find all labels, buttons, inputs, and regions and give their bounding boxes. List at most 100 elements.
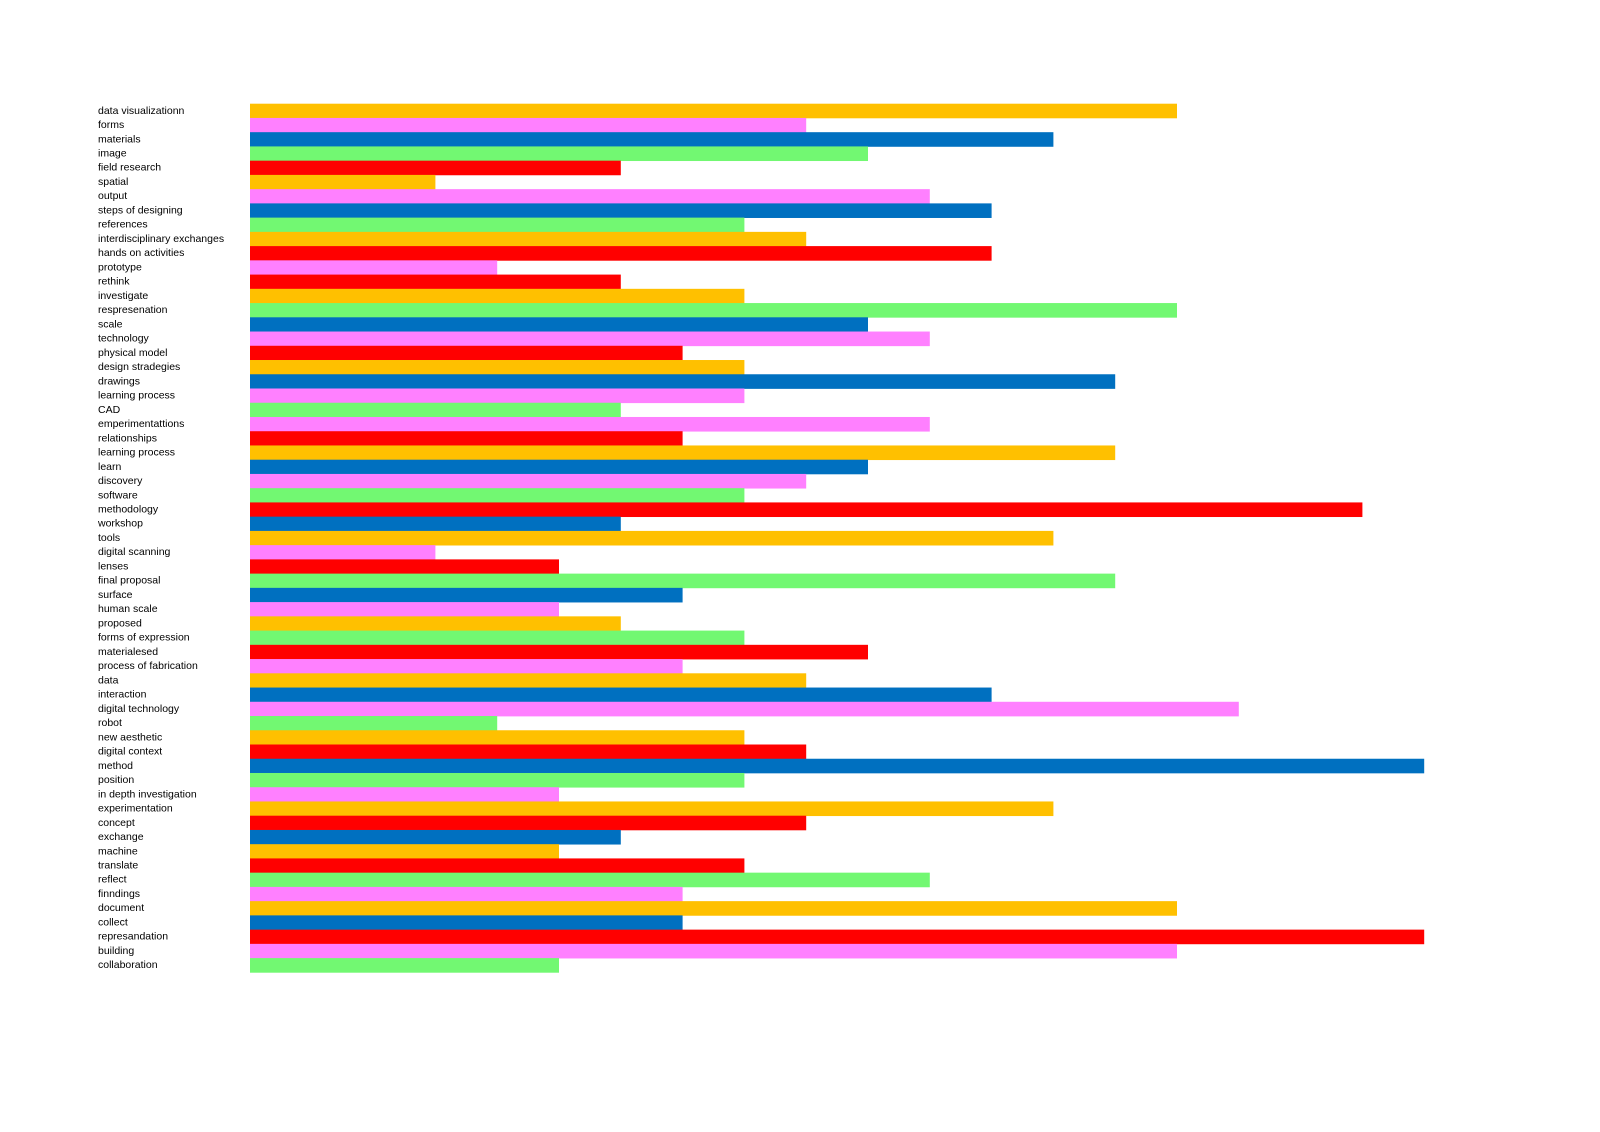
bar (250, 146, 868, 162)
category-label: field research (98, 162, 161, 174)
category-label: drawings (98, 375, 140, 387)
bar (250, 516, 621, 532)
category-label: learn (98, 461, 122, 473)
category-label: prototype (98, 261, 142, 273)
category-label: interdisciplinary exchanges (98, 233, 224, 245)
bar (250, 203, 992, 218)
category-label: output (98, 190, 127, 202)
category-label: in depth investigation (98, 788, 197, 800)
bar (250, 644, 868, 660)
category-label: materials (98, 133, 141, 145)
bar (250, 402, 621, 418)
bar (250, 103, 1177, 119)
bar (250, 331, 930, 347)
bar (250, 473, 807, 489)
category-label: collect (98, 916, 128, 928)
category-label: steps of designing (98, 204, 183, 216)
category-label: method (98, 760, 133, 772)
bar (250, 545, 436, 560)
category-label: relationships (98, 432, 157, 444)
bar (250, 744, 807, 760)
category-label: rethink (98, 276, 130, 288)
category-label: concept (98, 817, 135, 829)
bar (250, 602, 559, 617)
bar (250, 288, 745, 304)
bar (250, 929, 1425, 945)
category-label: translate (98, 860, 138, 872)
category-label: materialesed (98, 646, 158, 658)
bar (250, 174, 436, 190)
bar (250, 701, 1239, 717)
bar (250, 673, 807, 688)
bar (250, 573, 1116, 589)
category-label: tools (98, 532, 120, 544)
category-label: document (98, 902, 144, 914)
category-label: position (98, 774, 134, 786)
bar (250, 431, 683, 446)
bar (250, 374, 1116, 389)
bar (250, 231, 807, 247)
category-label: data (98, 674, 119, 686)
bar (250, 388, 745, 404)
category-label: scale (98, 318, 123, 330)
category-label: spatial (98, 176, 128, 188)
bar (250, 687, 992, 703)
bar (250, 416, 930, 432)
bar (250, 915, 683, 930)
bar (250, 303, 1177, 318)
category-label: forms of expression (98, 632, 190, 644)
category-label: reflect (98, 874, 127, 886)
category-label: final proposal (98, 575, 160, 587)
category-label: digital scanning (98, 546, 171, 558)
category-label: process of fabrication (98, 660, 198, 672)
bar (250, 901, 1177, 916)
category-label: references (98, 219, 148, 231)
category-label: workshop (97, 518, 143, 530)
category-label: learning process (98, 390, 175, 402)
category-label: physical model (98, 347, 167, 359)
bar (250, 829, 621, 845)
bar (250, 730, 745, 745)
bar (250, 630, 745, 646)
bar (250, 459, 868, 475)
bar (250, 345, 683, 361)
bar (250, 716, 498, 731)
bar (250, 758, 1425, 774)
category-label: machine (98, 845, 138, 857)
category-label: emperimentattions (98, 418, 184, 430)
category-label: digital context (98, 746, 162, 758)
bar (250, 117, 807, 133)
category-label: surface (98, 589, 133, 601)
category-label: building (98, 945, 134, 957)
bar (250, 445, 1116, 461)
category-label: new aesthetic (98, 731, 162, 743)
bar (250, 189, 930, 204)
bar (250, 958, 559, 973)
category-label: interaction (98, 689, 147, 701)
category-label: investigate (98, 290, 148, 302)
bar (250, 815, 807, 831)
category-label: digital technology (98, 703, 180, 715)
bar (250, 360, 745, 375)
bar (250, 246, 992, 261)
bar (250, 858, 745, 874)
bar (250, 844, 559, 859)
category-label: forms (98, 119, 124, 131)
category-label: represandation (98, 931, 168, 943)
category-label: technology (98, 333, 150, 345)
bar (250, 872, 930, 888)
category-label: data visualizationn (98, 105, 185, 117)
bar (250, 659, 683, 674)
category-label: proposed (98, 617, 142, 629)
category-label: human scale (98, 603, 158, 615)
category-label: hands on activities (98, 247, 184, 259)
category-label: design stradegies (98, 361, 180, 373)
category-label: lenses (98, 560, 128, 572)
bar (250, 772, 745, 788)
category-label: robot (98, 717, 122, 729)
category-label: experimentation (98, 803, 173, 815)
bar (250, 886, 683, 902)
bar (250, 488, 745, 503)
category-label: collaboration (98, 959, 158, 971)
